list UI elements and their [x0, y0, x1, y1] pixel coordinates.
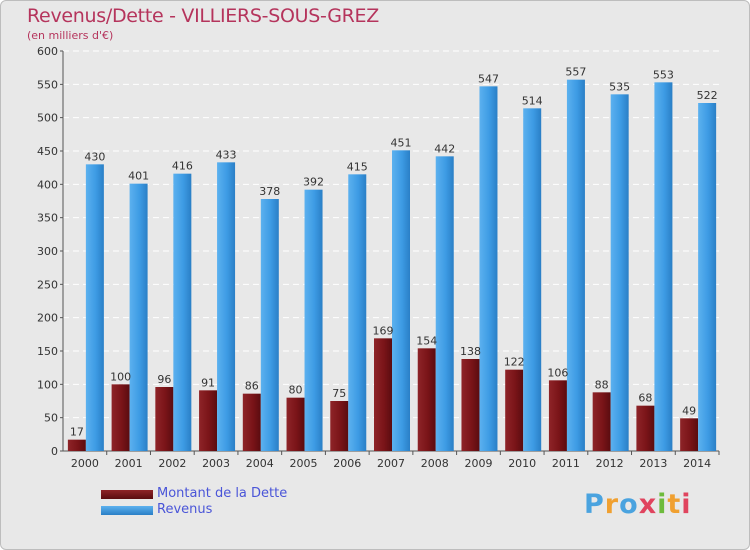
data-label-debt-2006: 75: [332, 387, 346, 400]
bar-debt-2005: [286, 397, 305, 451]
bar-debt-2010: [505, 369, 524, 451]
bar-revenue-2005: [304, 189, 323, 451]
data-label-revenue-2006: 415: [347, 160, 368, 173]
bar-debt-2006: [330, 401, 349, 451]
bar-layer: [67, 79, 717, 452]
x-tick-label-2000: 2000: [71, 457, 99, 470]
chart-subtitle: (en milliers d'€): [27, 29, 114, 42]
chart-title: Revenus/Dette - VILLIERS-SOUS-GREZ: [27, 5, 379, 27]
bar-revenue-2012: [610, 94, 629, 451]
data-label-debt-2005: 80: [289, 384, 303, 397]
y-tick-label: 100: [37, 378, 58, 391]
y-tick-label: 550: [37, 78, 58, 91]
data-label-debt-2014: 49: [682, 404, 696, 417]
bar-debt-2007: [374, 338, 392, 451]
legend-label-revenue: Revenus: [157, 502, 213, 517]
data-label-revenue-2000: 430: [84, 150, 105, 163]
data-label-revenue-2001: 401: [128, 170, 149, 183]
data-label-revenue-2002: 416: [172, 160, 193, 173]
data-label-revenue-2014: 522: [697, 89, 718, 102]
data-label-debt-2011: 106: [547, 366, 568, 379]
bar-revenue-2006: [348, 174, 367, 452]
bar-debt-2008: [417, 348, 436, 451]
bar-debt-2002: [155, 387, 174, 451]
data-label-debt-2009: 138: [460, 345, 481, 358]
x-tick-label-2008: 2008: [421, 457, 449, 470]
y-tick-label: 600: [37, 45, 58, 58]
bar-revenue-2013: [654, 82, 673, 451]
x-tick-label-2014: 2014: [683, 457, 711, 470]
data-label-revenue-2004: 378: [259, 185, 280, 198]
data-label-debt-2008: 154: [416, 334, 437, 347]
bar-revenue-2000: [85, 164, 104, 452]
bar-debt-2011: [548, 380, 567, 451]
data-label-revenue-2009: 547: [478, 72, 499, 85]
bar-revenue-2004: [260, 199, 279, 451]
bar-revenue-2007: [392, 150, 410, 452]
proxiti-logo: Proxiti: [584, 489, 692, 520]
legend-swatch-debt: [101, 490, 153, 499]
x-tick-label-2003: 2003: [202, 457, 230, 470]
data-label-debt-2013: 68: [638, 392, 652, 405]
data-label-revenue-2011: 557: [565, 66, 586, 79]
bar-debt-2013: [636, 405, 655, 451]
bar-revenue-2002: [173, 173, 192, 451]
label-layer: 17 430 100 401 96 416 91 433 86 378 80 392 75 415 169 4…: [70, 66, 718, 439]
y-tick-label: 150: [37, 345, 58, 358]
x-tick-label-2013: 2013: [639, 457, 667, 470]
x-tick-label-2001: 2001: [115, 457, 143, 470]
x-tick-label-2006: 2006: [333, 457, 361, 470]
data-label-debt-2002: 96: [157, 373, 171, 386]
bar-revenue-2003: [217, 162, 236, 452]
x-tick-label-2002: 2002: [158, 457, 186, 470]
data-label-debt-2003: 91: [201, 376, 215, 389]
y-tick-label: 50: [44, 412, 58, 425]
x-tick-label-2005: 2005: [290, 457, 318, 470]
data-label-revenue-2005: 392: [303, 176, 324, 189]
bar-revenue-2009: [479, 86, 498, 451]
data-label-revenue-2012: 535: [609, 80, 630, 93]
legend-swatch-revenue: [101, 506, 153, 515]
bar-debt-2001: [111, 384, 130, 451]
data-label-revenue-2003: 433: [216, 148, 237, 161]
bar-debt-2004: [242, 393, 261, 451]
y-tick-label: 300: [37, 245, 58, 258]
x-tick-label-2012: 2012: [596, 457, 624, 470]
data-label-debt-2010: 122: [504, 356, 525, 369]
y-tick-label: 350: [37, 212, 58, 225]
bar-debt-2012: [592, 392, 611, 451]
x-tick-label-2007: 2007: [377, 457, 405, 470]
data-label-revenue-2007: 451: [391, 136, 412, 149]
y-tick-label: 250: [37, 278, 58, 291]
bar-debt-2014: [680, 418, 699, 451]
bar-debt-2009: [461, 359, 480, 451]
bar-revenue-2001: [129, 183, 148, 451]
x-tick-label-2004: 2004: [246, 457, 274, 470]
y-tick-label: 450: [37, 145, 58, 158]
bar-revenue-2010: [523, 108, 542, 451]
y-tick-label: 0: [51, 445, 58, 458]
data-label-revenue-2010: 514: [522, 94, 543, 107]
x-tick-label-2009: 2009: [464, 457, 492, 470]
data-label-debt-2012: 88: [595, 378, 609, 391]
data-label-debt-2001: 100: [110, 370, 131, 383]
y-tick-label: 400: [37, 178, 58, 191]
bar-debt-2003: [199, 390, 218, 451]
legend-label-debt: Montant de la Dette: [157, 486, 288, 501]
data-label-debt-2004: 86: [245, 380, 259, 393]
x-tick-label-2010: 2010: [508, 457, 536, 470]
bar-debt-2000: [67, 439, 86, 451]
data-label-debt-2000: 17: [70, 426, 84, 439]
y-tick-label: 500: [37, 112, 58, 125]
data-label-revenue-2013: 553: [653, 68, 674, 81]
x-tick-label-2011: 2011: [552, 457, 580, 470]
y-tick-label: 200: [37, 312, 58, 325]
data-label-debt-2007: 169: [373, 324, 394, 337]
bar-revenue-2008: [435, 156, 454, 452]
data-label-revenue-2008: 442: [434, 142, 455, 155]
bar-revenue-2011: [566, 79, 585, 452]
bar-revenue-2014: [698, 103, 717, 451]
